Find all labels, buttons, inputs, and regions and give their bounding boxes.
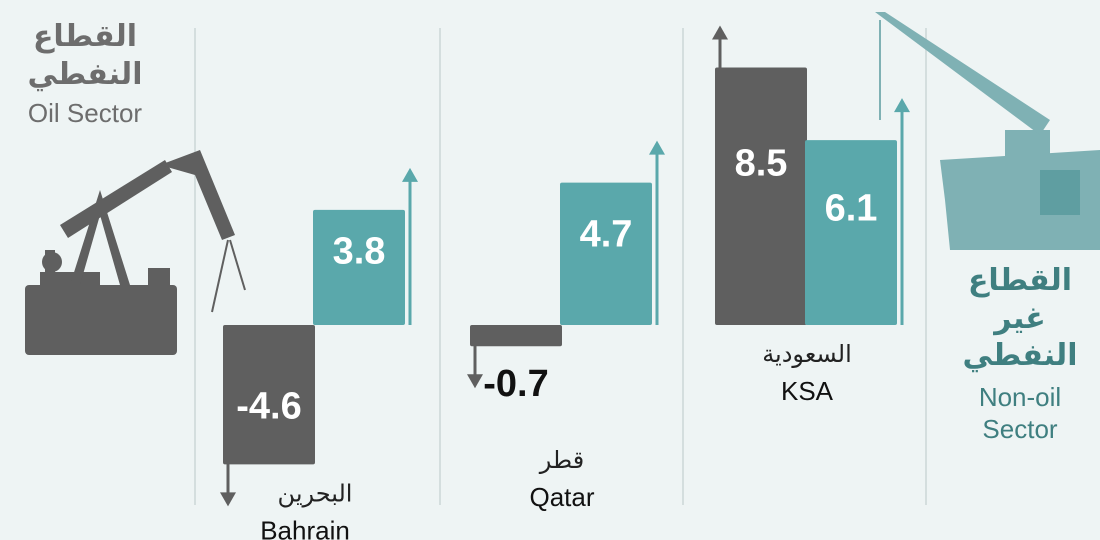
value-label: 4.7 [580,214,633,256]
bar [313,209,405,325]
bar [560,182,652,325]
bar [715,67,807,325]
value-label: -0.7 [483,363,548,405]
ship-icon [875,12,1100,250]
legend-label-ar: القطاع غير النفطي [962,263,1078,373]
arrow-head [712,25,728,40]
arrow-head [894,98,910,113]
arrow-head [649,140,665,155]
category-label-ar: السعودية [762,340,852,368]
legend-label: Oil Sector [27,98,143,128]
value-label: -4.6 [236,386,301,428]
value-label: 6.1 [825,187,878,229]
legend-nonoil: القطاع غير النفطي Non-oil Sector [940,262,1100,446]
bar [223,325,315,465]
value-label: 3.8 [333,231,386,273]
category-label-ar: قطر [539,446,584,474]
category-label: Qatar [529,482,594,512]
value-label: 8.5 [735,142,788,184]
category-label: Bahrain [260,515,350,540]
arrow-head [402,167,418,182]
category-label-ar: البحرين [278,479,353,507]
pumpjack-icon [25,150,246,355]
arrow-head [467,374,483,389]
category-label: KSA [781,376,834,406]
legend-label: Non-oil Sector [978,381,1062,445]
legend-label-ar: القطاع النفطي [27,19,143,92]
bar [805,140,897,325]
legend-oil: القطاع النفطي Oil Sector [10,18,160,130]
arrow-head [220,492,236,507]
dividers [194,28,927,505]
bar [470,325,562,347]
